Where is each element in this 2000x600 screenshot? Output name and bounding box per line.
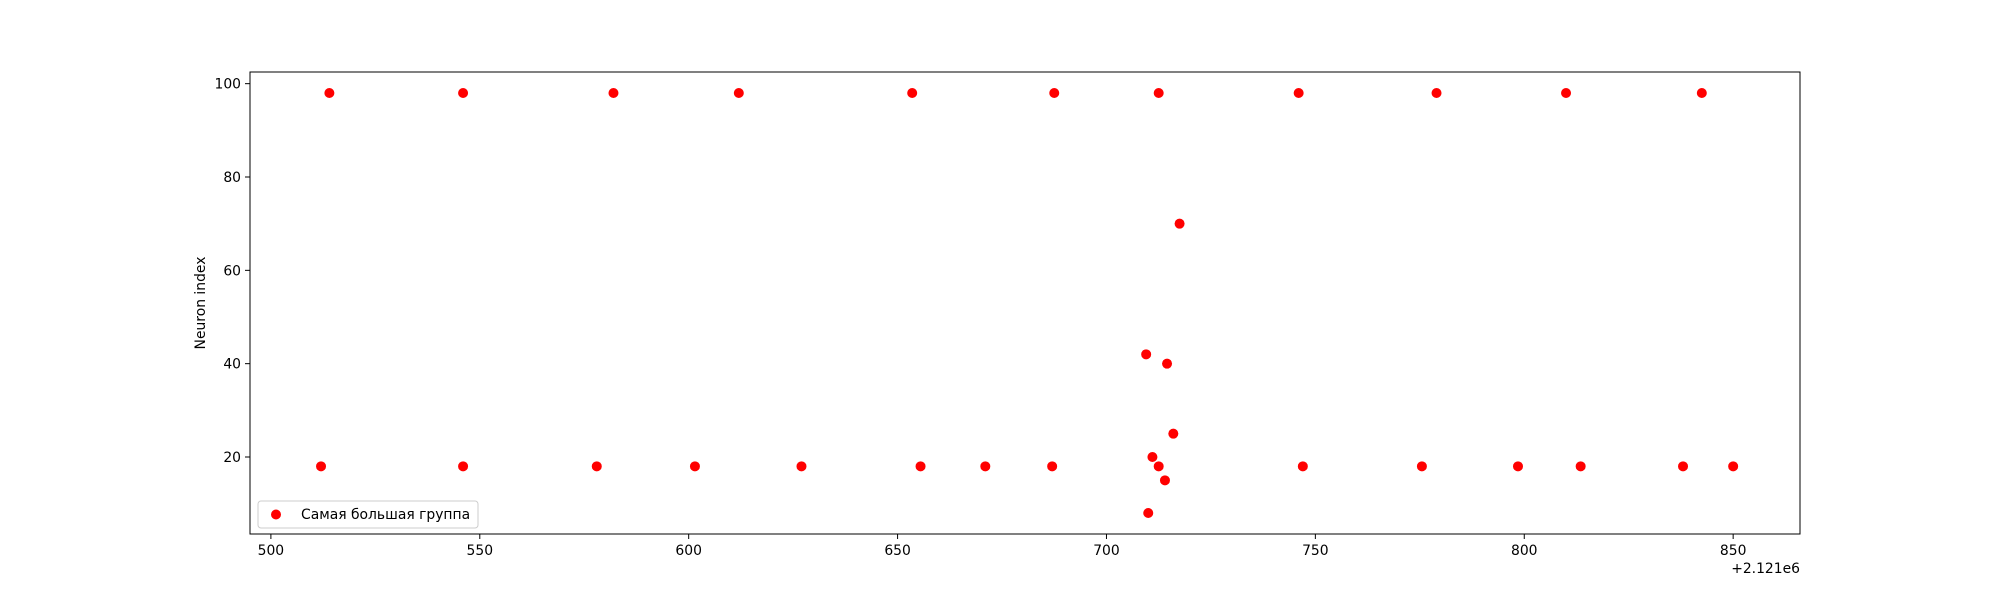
data-point	[1141, 349, 1152, 360]
data-point	[608, 88, 619, 98]
data-point	[1575, 461, 1586, 472]
x-tick-label: 700	[1093, 543, 1120, 559]
x-tick-label: 500	[258, 543, 285, 559]
data-point	[591, 461, 602, 472]
y-tick-label: 60	[223, 263, 241, 279]
data-point	[1047, 461, 1058, 472]
legend: Самая большая группа	[257, 500, 479, 529]
data-point	[1153, 88, 1164, 98]
plot-area	[250, 72, 1800, 534]
x-tick-label: 800	[1511, 543, 1538, 559]
legend-box	[257, 500, 479, 529]
data-point	[1162, 358, 1173, 369]
y-tick-label: 80	[223, 170, 241, 186]
data-point	[1153, 461, 1164, 472]
data-point	[1561, 88, 1572, 98]
x-tick-label: 550	[467, 543, 494, 559]
y-tick-label: 100	[214, 77, 241, 93]
legend-marker	[271, 509, 281, 520]
x-tick-label: 600	[675, 543, 702, 559]
data-point	[1728, 461, 1739, 472]
legend-label: Самая большая группа	[301, 507, 470, 523]
data-point	[689, 461, 700, 472]
data-points	[316, 88, 1739, 518]
data-point	[1159, 475, 1170, 486]
data-point	[1431, 88, 1442, 98]
data-point	[1168, 428, 1179, 439]
data-point	[324, 88, 335, 98]
data-point	[316, 461, 327, 472]
y-axis-ticks: 20 40 60 80 100	[214, 77, 250, 466]
data-point	[1174, 218, 1185, 229]
data-point	[458, 88, 469, 98]
data-point	[458, 461, 469, 472]
data-point	[1696, 88, 1707, 98]
plot-frame	[249, 71, 1801, 535]
y-axis-label: Neuron index	[193, 257, 209, 350]
x-tick-label: 850	[1720, 543, 1747, 559]
data-point	[1512, 461, 1523, 472]
data-point	[907, 88, 918, 98]
data-point	[1147, 452, 1158, 462]
data-point	[796, 461, 807, 472]
data-point	[1297, 461, 1308, 472]
data-point	[1678, 461, 1689, 472]
x-tick-label: 650	[884, 543, 911, 559]
data-point	[1049, 88, 1060, 98]
data-point	[1143, 508, 1154, 518]
data-point	[1416, 461, 1427, 472]
data-point	[915, 461, 926, 472]
data-point	[733, 88, 744, 98]
x-offset-label: +2.121e6	[1731, 561, 1800, 577]
x-tick-label: 750	[1302, 543, 1329, 559]
y-tick-label: 40	[223, 357, 241, 373]
y-tick-label: 20	[223, 450, 241, 466]
data-point	[980, 461, 991, 472]
data-point	[1293, 88, 1304, 98]
x-axis-ticks: 500 550 600 650 700 750 800 850	[258, 534, 1747, 559]
